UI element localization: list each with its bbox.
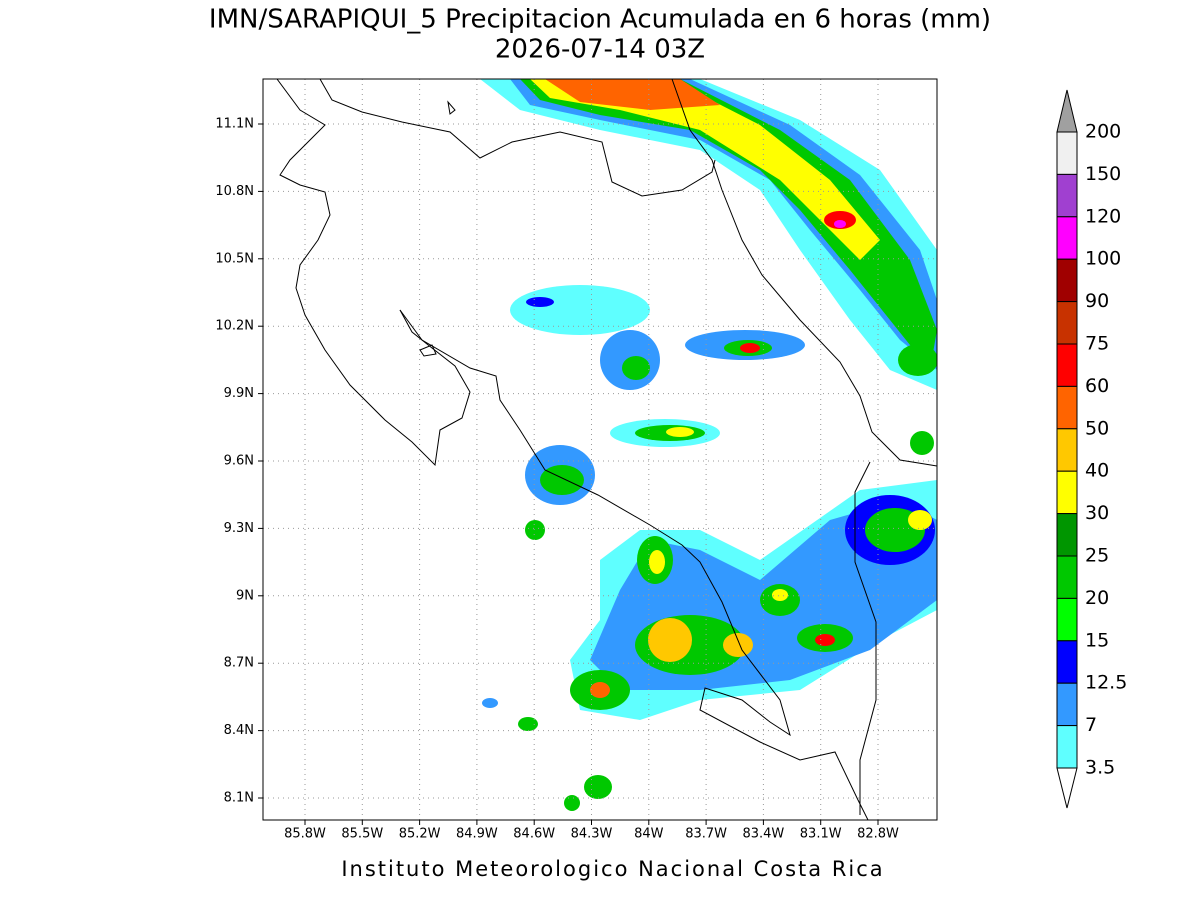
lat-label: 8.7N bbox=[224, 656, 254, 671]
colorbar-box bbox=[1056, 301, 1078, 345]
subtitle: 2026-07-14 03Z bbox=[495, 35, 705, 65]
lon-label: 85.8W bbox=[284, 827, 326, 842]
colorbar-label: 100 bbox=[1085, 248, 1121, 270]
colorbar-box bbox=[1056, 343, 1078, 387]
lat-label: 11.1N bbox=[215, 117, 254, 132]
lat-label: 9.3N bbox=[224, 521, 254, 536]
lon-label: 84W bbox=[634, 827, 664, 842]
lon-label: 82.8W bbox=[857, 827, 899, 842]
colorbar-label: 60 bbox=[1085, 375, 1109, 397]
lat-label: 10.5N bbox=[215, 251, 254, 266]
lon-label: 83.4W bbox=[742, 827, 784, 842]
colorbar-arrow-top bbox=[1056, 89, 1078, 133]
colorbar-label: 30 bbox=[1085, 502, 1109, 524]
footer: Instituto Meteorologico Nacional Costa R… bbox=[341, 857, 884, 881]
lat-label: 8.4N bbox=[224, 723, 254, 738]
colorbar-box bbox=[1056, 640, 1078, 684]
colorbar-box bbox=[1056, 597, 1078, 642]
colorbar-box bbox=[1056, 555, 1078, 599]
colorbar-label: 120 bbox=[1085, 205, 1121, 227]
lat-label: 9.9N bbox=[224, 386, 254, 401]
colorbar-box bbox=[1056, 216, 1078, 260]
colorbar-label: 50 bbox=[1085, 417, 1109, 439]
colorbar-label: 7 bbox=[1085, 714, 1097, 736]
colorbar-box bbox=[1056, 428, 1078, 472]
colorbar-arrow-bottom bbox=[1056, 767, 1078, 809]
colorbar-label: 20 bbox=[1085, 587, 1109, 609]
lon-label: 83.7W bbox=[685, 827, 727, 842]
lon-label: 84.3W bbox=[571, 827, 613, 842]
colorbar-label: 200 bbox=[1085, 121, 1121, 143]
colorbar-box bbox=[1056, 682, 1078, 727]
colorbar: 200 150 120 100 90 75 60 50 40 30 25 20 15 12.5 7 3.5 bbox=[1056, 89, 1127, 809]
title: IMN/SARAPIQUI_5 Precipitacion Acumulada … bbox=[209, 5, 991, 35]
lon-label: 83.1W bbox=[800, 827, 842, 842]
lon-label: 85.5W bbox=[341, 827, 383, 842]
lat-label: 10.2N bbox=[215, 319, 254, 334]
colorbar-label: 40 bbox=[1085, 460, 1109, 482]
lat-label: 9.6N bbox=[224, 454, 254, 469]
lon-label: 85.2W bbox=[399, 827, 441, 842]
precip-field bbox=[480, 79, 937, 811]
colorbar-box bbox=[1056, 258, 1078, 303]
colorbar-label: 25 bbox=[1085, 545, 1109, 567]
colorbar-box bbox=[1056, 725, 1078, 769]
colorbar-box bbox=[1056, 173, 1078, 218]
lon-label: 84.6W bbox=[513, 827, 555, 842]
colorbar-box bbox=[1056, 513, 1078, 557]
colorbar-label: 150 bbox=[1085, 163, 1121, 185]
lat-label: 8.1N bbox=[224, 791, 254, 806]
colorbar-box bbox=[1056, 131, 1078, 175]
lat-label: 9N bbox=[236, 588, 254, 603]
map-frame bbox=[262, 78, 938, 821]
colorbar-label: 3.5 bbox=[1085, 757, 1115, 779]
colorbar-label: 15 bbox=[1085, 629, 1109, 651]
colorbar-box bbox=[1056, 385, 1078, 430]
graticule: 11.1N 10.8N 10.5N 10.2N 9.9N 9.6N 9.3N 9N 8.7N 8.… bbox=[215, 79, 937, 842]
coastlines bbox=[276, 79, 937, 820]
lon-label: 84.9W bbox=[456, 827, 498, 842]
lat-label: 10.8N bbox=[215, 184, 254, 199]
colorbar-label: 12.5 bbox=[1085, 672, 1127, 694]
colorbar-label: 90 bbox=[1085, 290, 1109, 312]
colorbar-label: 75 bbox=[1085, 333, 1109, 355]
colorbar-box bbox=[1056, 470, 1078, 515]
